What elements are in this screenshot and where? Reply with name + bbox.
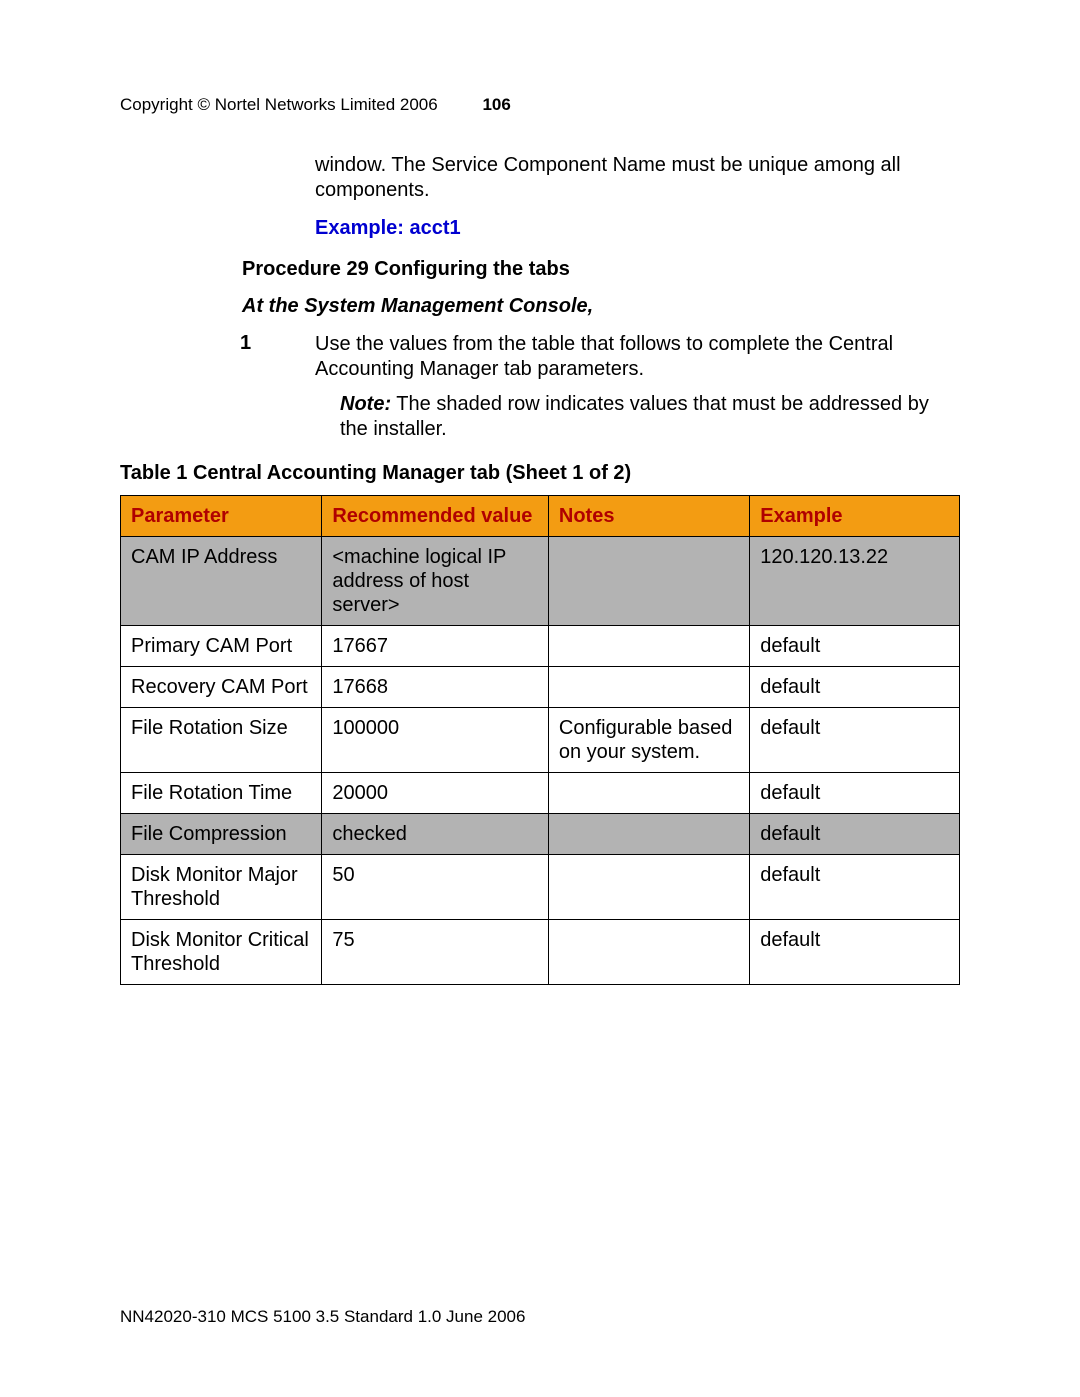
page-footer: NN42020-310 MCS 5100 3.5 Standard 1.0 Ju…: [120, 1307, 525, 1327]
table-row: CAM IP Address<machine logical IP addres…: [121, 537, 960, 626]
table-row: Disk Monitor Critical Threshold75 default: [121, 920, 960, 985]
table-title: Table 1 Central Accounting Manager tab (…: [120, 462, 960, 485]
page-number: 106: [482, 95, 510, 114]
procedure-sublocation: At the System Management Console,: [242, 295, 960, 318]
table-cell: [548, 920, 749, 985]
table-header-cell: Recommended value: [322, 496, 549, 537]
table-row: Disk Monitor Major Threshold50 default: [121, 855, 960, 920]
table-row: File Rotation Size100000Configurable bas…: [121, 708, 960, 773]
table-cell: checked: [322, 814, 549, 855]
table-cell: CAM IP Address: [121, 537, 322, 626]
note-label: Note:: [340, 393, 391, 415]
page-header: Copyright © Nortel Networks Limited 2006…: [120, 95, 960, 115]
table-cell: default: [750, 773, 960, 814]
table-header-cell: Example: [750, 496, 960, 537]
table-cell: Configurable based on your system.: [548, 708, 749, 773]
table-cell: Recovery CAM Port: [121, 667, 322, 708]
table-header-cell: Notes: [548, 496, 749, 537]
table-cell: [548, 773, 749, 814]
table-row: File Rotation Time20000 default: [121, 773, 960, 814]
table-cell: File Rotation Size: [121, 708, 322, 773]
table-header-row: ParameterRecommended valueNotesExample: [121, 496, 960, 537]
table-cell: default: [750, 920, 960, 985]
table-cell: File Rotation Time: [121, 773, 322, 814]
note-block: Note: The shaded row indicates values th…: [340, 392, 960, 442]
table-cell: default: [750, 708, 960, 773]
table-cell: 20000: [322, 773, 549, 814]
table-cell: 75: [322, 920, 549, 985]
copyright-text: Copyright © Nortel Networks Limited 2006: [120, 95, 438, 114]
procedure-title: Procedure 29 Configuring the tabs: [242, 258, 960, 281]
table-cell: [548, 626, 749, 667]
table-cell: 120.120.13.22: [750, 537, 960, 626]
table-cell: default: [750, 626, 960, 667]
page-container: Copyright © Nortel Networks Limited 2006…: [0, 0, 1080, 1025]
table-row: Recovery CAM Port17668 default: [121, 667, 960, 708]
step-text: Use the values from the table that follo…: [315, 332, 960, 382]
table-row: Primary CAM Port17667 default: [121, 626, 960, 667]
table-cell: [548, 667, 749, 708]
table-cell: [548, 855, 749, 920]
table-header-cell: Parameter: [121, 496, 322, 537]
parameters-table: ParameterRecommended valueNotesExample C…: [120, 495, 960, 985]
table-cell: Disk Monitor Critical Threshold: [121, 920, 322, 985]
table-cell: Primary CAM Port: [121, 626, 322, 667]
table-row: File Compressionchecked default: [121, 814, 960, 855]
table-cell: 50: [322, 855, 549, 920]
step-number: 1: [240, 332, 315, 355]
table-cell: default: [750, 855, 960, 920]
table-cell: <machine logical IP address of host serv…: [322, 537, 549, 626]
intro-paragraph: window. The Service Component Name must …: [315, 153, 960, 203]
table-cell: File Compression: [121, 814, 322, 855]
table-cell: 17667: [322, 626, 549, 667]
table-cell: default: [750, 814, 960, 855]
table-cell: default: [750, 667, 960, 708]
table-body: CAM IP Address<machine logical IP addres…: [121, 537, 960, 985]
table-cell: 17668: [322, 667, 549, 708]
step-row: 1 Use the values from the table that fol…: [120, 332, 960, 382]
example-label: Example: acct1: [315, 217, 960, 240]
note-text: The shaded row indicates values that mus…: [340, 393, 929, 440]
table-cell: [548, 537, 749, 626]
table-cell: [548, 814, 749, 855]
table-cell: Disk Monitor Major Threshold: [121, 855, 322, 920]
table-cell: 100000: [322, 708, 549, 773]
